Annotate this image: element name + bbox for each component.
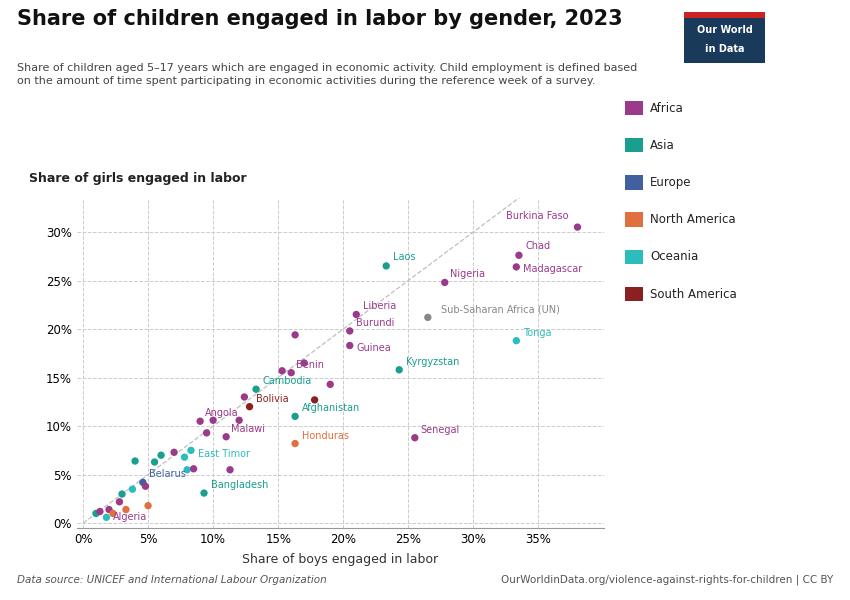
Point: [298, 358, 311, 368]
Point: [119, 505, 133, 514]
Point: [288, 439, 302, 448]
Text: Oceania: Oceania: [650, 250, 699, 263]
Text: Liberia: Liberia: [363, 301, 396, 311]
Text: Madagascar: Madagascar: [523, 264, 582, 274]
Point: [243, 402, 257, 412]
Point: [570, 223, 584, 232]
FancyBboxPatch shape: [684, 12, 765, 18]
Point: [408, 433, 422, 443]
Text: Sub-Saharan Africa (UN): Sub-Saharan Africa (UN): [441, 304, 559, 314]
Point: [102, 505, 116, 514]
Text: Share of girls engaged in labor: Share of girls engaged in labor: [29, 172, 246, 185]
Point: [343, 341, 356, 350]
Text: South America: South America: [650, 287, 737, 301]
Point: [184, 446, 198, 455]
Text: Nigeria: Nigeria: [450, 269, 485, 278]
Point: [288, 330, 302, 340]
Text: in Data: in Data: [705, 44, 745, 54]
Point: [141, 501, 155, 511]
Point: [148, 457, 162, 467]
Point: [155, 451, 168, 460]
Text: OurWorldinData.org/violence-against-rights-for-children | CC BY: OurWorldinData.org/violence-against-righ…: [501, 575, 833, 585]
Point: [200, 428, 213, 437]
Point: [509, 262, 523, 272]
Point: [324, 380, 337, 389]
Text: Senegal: Senegal: [420, 425, 459, 435]
Point: [237, 392, 251, 402]
Point: [113, 497, 127, 506]
Point: [285, 368, 298, 377]
Text: Tonga: Tonga: [523, 328, 552, 338]
Text: Bangladesh: Bangladesh: [211, 480, 268, 490]
Point: [139, 481, 152, 491]
Point: [89, 509, 103, 518]
Text: Europe: Europe: [650, 176, 692, 189]
Point: [421, 313, 434, 322]
Text: Laos: Laos: [393, 252, 415, 262]
Text: Burkina Faso: Burkina Faso: [506, 211, 569, 221]
Point: [379, 261, 393, 271]
Text: East Timor: East Timor: [197, 449, 250, 459]
Point: [232, 415, 246, 425]
Point: [219, 432, 233, 442]
Text: Asia: Asia: [650, 139, 675, 152]
Point: [99, 512, 113, 522]
Text: Guinea: Guinea: [356, 343, 391, 353]
Point: [126, 484, 139, 494]
Point: [224, 465, 237, 475]
Text: Burundi: Burundi: [356, 318, 394, 328]
Text: Our World: Our World: [697, 25, 752, 35]
Text: Kyrgyzstan: Kyrgyzstan: [405, 357, 459, 367]
Point: [349, 310, 363, 319]
Point: [438, 278, 451, 287]
Point: [343, 326, 356, 336]
Text: Africa: Africa: [650, 101, 684, 115]
Text: Benin: Benin: [297, 360, 325, 370]
Point: [393, 365, 406, 374]
Text: Bolivia: Bolivia: [256, 394, 289, 404]
Point: [288, 412, 302, 421]
Text: Share of children engaged in labor by gender, 2023: Share of children engaged in labor by ge…: [17, 9, 622, 29]
Point: [308, 395, 321, 404]
Text: Share of children aged 5–17 years which are engaged in economic activity. Child : Share of children aged 5–17 years which …: [17, 63, 638, 86]
Text: North America: North America: [650, 213, 736, 226]
Text: Cambodia: Cambodia: [263, 376, 312, 386]
Text: Honduras: Honduras: [302, 431, 348, 440]
Point: [136, 478, 150, 487]
Point: [207, 415, 220, 425]
Text: Data source: UNICEF and International Labour Organization: Data source: UNICEF and International La…: [17, 575, 326, 585]
Point: [116, 489, 129, 499]
Point: [94, 506, 107, 516]
Point: [180, 465, 194, 475]
Text: Malawi: Malawi: [231, 424, 265, 434]
X-axis label: Share of boys engaged in labor: Share of boys engaged in labor: [242, 553, 438, 566]
Text: Algeria: Algeria: [113, 512, 147, 522]
Text: Chad: Chad: [525, 241, 551, 251]
Point: [167, 448, 181, 457]
Point: [509, 336, 523, 346]
Point: [249, 385, 263, 394]
Text: Afghanistan: Afghanistan: [302, 403, 360, 413]
Point: [106, 509, 120, 518]
Point: [187, 464, 201, 473]
Point: [128, 456, 142, 466]
Point: [512, 250, 525, 260]
Text: Belarus: Belarus: [150, 469, 186, 479]
Text: Angola: Angola: [206, 409, 239, 418]
Point: [197, 488, 211, 498]
Point: [193, 416, 207, 426]
Point: [178, 452, 191, 462]
Point: [275, 366, 289, 376]
